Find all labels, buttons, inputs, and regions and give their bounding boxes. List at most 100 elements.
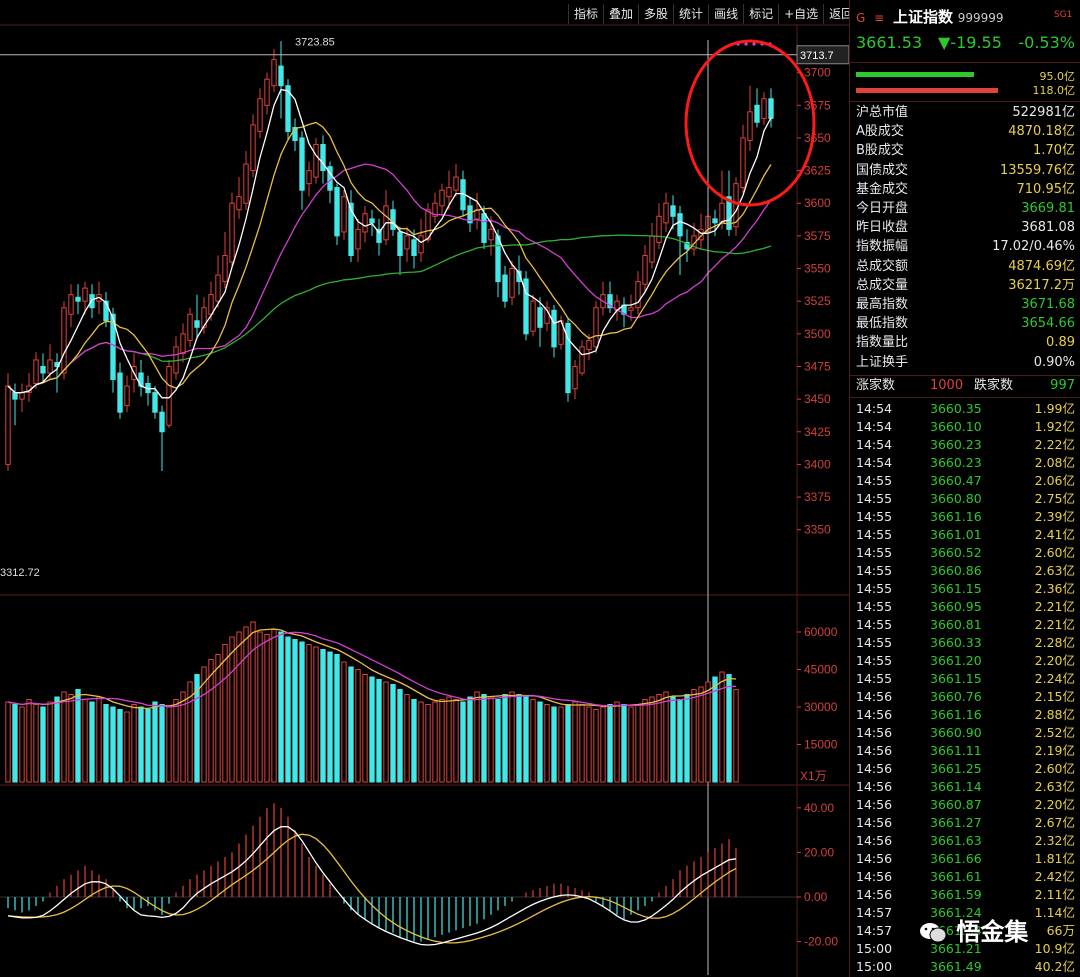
volume-bar xyxy=(103,704,109,783)
tick-price: 3660.76 xyxy=(930,689,982,704)
tick-time: 14:56 xyxy=(856,761,893,776)
tick-time: 14:56 xyxy=(856,779,893,794)
tick-time: 14:56 xyxy=(856,851,893,866)
candle-body xyxy=(670,205,676,217)
stat-value: 1.70亿 xyxy=(1033,143,1075,159)
candle-body xyxy=(516,270,522,283)
candle-body xyxy=(656,215,662,243)
stat-label: 昨日收盘 xyxy=(856,220,909,236)
toolbar-button-5[interactable]: 标记 xyxy=(743,4,778,24)
volume-bar xyxy=(390,684,396,783)
volume-bar xyxy=(257,631,263,783)
toolbar-button-6[interactable]: +自选 xyxy=(778,4,823,24)
toolbar-button-7[interactable]: 返回 xyxy=(823,4,858,24)
candle-body xyxy=(362,213,368,233)
tick-amount: 2.20亿 xyxy=(1034,797,1075,812)
watermark: 悟金集 xyxy=(918,912,1028,947)
toolbar-button-0[interactable]: 指标 xyxy=(568,4,603,24)
stat-label: 最高指数 xyxy=(856,297,909,312)
candle-body xyxy=(117,372,123,413)
stat-label: 指数振幅 xyxy=(856,239,909,255)
tick-amount: 2.60亿 xyxy=(1034,761,1075,776)
volume-bar xyxy=(173,699,179,783)
candle-body xyxy=(607,294,613,309)
volume-bar xyxy=(586,706,592,783)
tick-row: 14:54 3660.10 1.92亿 xyxy=(856,418,1075,436)
volume-bar xyxy=(26,699,32,783)
low-label: 3312.72 xyxy=(0,567,40,579)
stat-label: 基金成交 xyxy=(856,181,909,197)
volume-bar xyxy=(635,704,641,783)
tick-time: 14:55 xyxy=(856,671,893,686)
tick-time: 14:56 xyxy=(856,725,893,740)
tick-price: 3661.15 xyxy=(930,581,982,596)
candle-body xyxy=(747,111,753,142)
tick-price: 3660.86 xyxy=(930,563,982,578)
toolbar-button-1[interactable]: 叠加 xyxy=(603,4,638,24)
macd-tick-label: 40.00 xyxy=(804,801,834,815)
candle-body xyxy=(488,228,494,241)
tick-price: 3660.23 xyxy=(930,437,982,452)
tick-row: 14:56 3661.27 2.67亿 xyxy=(856,814,1075,832)
tick-amount: 1.92亿 xyxy=(1034,419,1075,434)
tick-time: 14:56 xyxy=(856,707,893,722)
volume-bar xyxy=(656,694,662,783)
tick-time: 14:57 xyxy=(856,905,893,920)
candle-body xyxy=(649,235,655,263)
toolbar-button-3[interactable]: 统计 xyxy=(673,4,708,24)
volume-bar xyxy=(579,704,585,783)
tick-amount: 2.63亿 xyxy=(1034,779,1075,794)
volume-bar xyxy=(691,689,697,783)
toolbar-button-4[interactable]: 画线 xyxy=(708,4,743,24)
tick-time: 14:56 xyxy=(856,833,893,848)
menu-icon[interactable]: ≡ xyxy=(874,11,885,25)
tick-price: 3660.95 xyxy=(930,599,982,614)
index-name: 上证指数 xyxy=(892,8,953,26)
tick-price: 3661.24 xyxy=(930,905,982,920)
tick-amount: 1.14亿 xyxy=(1034,905,1075,920)
volume-bar xyxy=(614,701,620,783)
tick-price: 3661.21 xyxy=(930,941,982,956)
tick-row: 14:56 3661.25 2.60亿 xyxy=(856,760,1075,778)
tick-row: 14:56 3661.63 2.32亿 xyxy=(856,832,1075,850)
tick-row: 15:00 3661.49 40.2亿 xyxy=(856,958,1075,976)
tick-row: 14:56 3661.59 2.11亿 xyxy=(856,886,1075,904)
tick-time: 14:55 xyxy=(856,491,893,506)
up-count: 1000 xyxy=(930,378,964,393)
candle-body xyxy=(236,196,242,211)
tick-row: 14:55 3661.16 2.39亿 xyxy=(856,508,1075,526)
toolbar-button-2[interactable]: 多股 xyxy=(638,4,673,24)
tick-amount: 10.9亿 xyxy=(1034,941,1075,956)
candle-body xyxy=(432,202,438,217)
tick-price: 3661.66 xyxy=(930,851,982,866)
tick-time: 14:55 xyxy=(856,473,893,488)
tick-amount: 2.52亿 xyxy=(1034,725,1075,740)
stat-label: 上证换手 xyxy=(856,354,909,370)
tick-time: 14:56 xyxy=(856,887,893,902)
candle-body xyxy=(481,213,487,243)
kline-chart[interactable]: 3700 3675 3650 3625 3600 3575 3550 3525 3500 3475… xyxy=(0,0,849,977)
volume-bar xyxy=(201,666,207,783)
candle-body xyxy=(348,202,354,256)
wechat-icon xyxy=(918,921,948,945)
candle-body xyxy=(306,170,312,185)
candle-body xyxy=(768,98,774,119)
stat-row: 基金成交 710.95亿 xyxy=(856,181,1075,199)
tick-time: 14:56 xyxy=(856,815,893,830)
candle-body xyxy=(285,85,291,132)
volume-bar xyxy=(446,696,452,783)
candle-body xyxy=(250,124,256,172)
tick-time: 14:54 xyxy=(856,419,893,434)
watermark-text: 悟金集 xyxy=(956,918,1029,946)
stat-value: 3669.81 xyxy=(1021,201,1075,216)
candle-body xyxy=(537,307,543,328)
candle-body xyxy=(719,202,725,224)
candle-body xyxy=(12,392,18,400)
volume-bar xyxy=(712,676,718,783)
price-tick-label: 3600 xyxy=(804,196,831,210)
volume-bar xyxy=(684,694,690,783)
candle-body xyxy=(712,218,718,224)
volume-ma10-line xyxy=(7,631,737,708)
stat-value: 4870.18亿 xyxy=(1008,124,1075,140)
tick-time: 14:55 xyxy=(856,509,893,524)
